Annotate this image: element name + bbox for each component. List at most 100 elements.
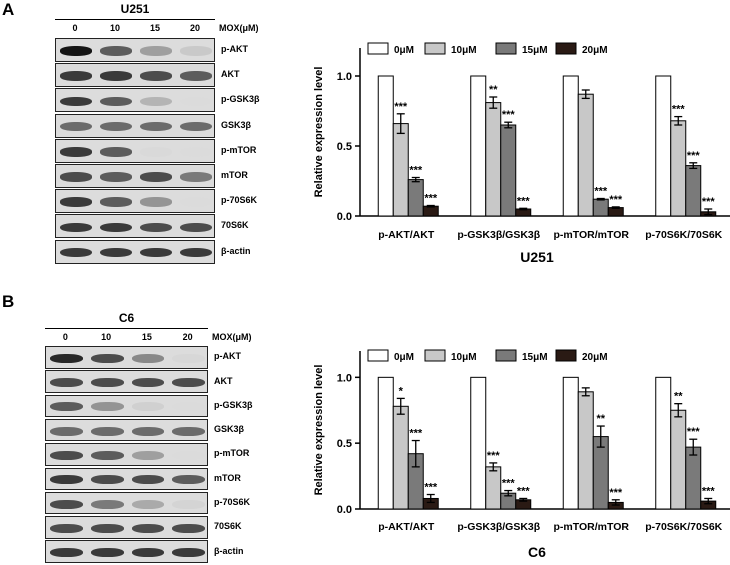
blot-band — [100, 197, 132, 207]
blot-row-label: β-actin — [214, 545, 244, 556]
blot-band — [90, 378, 124, 388]
blot-band — [131, 523, 165, 533]
chart-title: C6 — [528, 544, 546, 560]
significance-label: *** — [424, 193, 438, 205]
bar — [655, 376, 672, 510]
blot-band — [131, 475, 165, 485]
significance-label: *** — [517, 195, 531, 207]
blot-row — [55, 239, 215, 264]
legend-swatch — [424, 349, 446, 362]
dose-label: 15 — [149, 23, 160, 33]
blot-row-label: p-AKT — [214, 351, 241, 362]
significance-label: *** — [702, 485, 716, 497]
legend-label: 10μM — [451, 45, 477, 56]
blot-row-label: AKT — [221, 69, 240, 80]
blot-row — [45, 346, 208, 369]
significance-label: *** — [424, 482, 438, 494]
y-axis-label: Relative expression level — [313, 67, 325, 198]
blot-band — [50, 450, 83, 460]
bar — [670, 120, 687, 217]
significance-label: *** — [409, 428, 423, 440]
blot-band — [180, 97, 212, 107]
blot-band — [50, 402, 83, 412]
blot-band — [60, 197, 92, 207]
blot-row — [45, 443, 208, 466]
blot-row — [55, 38, 215, 62]
dose-label: 0 — [72, 23, 78, 33]
bar — [485, 466, 502, 510]
category-label: p-mTOR/mTOR — [554, 229, 630, 241]
bar — [392, 405, 409, 510]
blot-row-label: p-AKT — [221, 44, 248, 54]
blot-band — [172, 475, 205, 485]
y-tick-label: 0.0 — [337, 211, 352, 223]
blot-band — [172, 426, 205, 436]
blot-band — [60, 172, 92, 182]
blot-band — [180, 197, 212, 207]
blot-band — [180, 46, 212, 56]
blot-band — [131, 402, 165, 412]
blot-band — [60, 146, 92, 157]
blot-row — [45, 491, 208, 515]
y-tick-label: 0.5 — [337, 438, 352, 450]
significance-label: ** — [674, 391, 683, 403]
y-tick-label: 1.0 — [337, 372, 352, 384]
significance-label: *** — [672, 104, 686, 116]
blot-row-label: 70S6K — [214, 521, 242, 532]
blot-row-label: p-mTOR — [214, 448, 250, 459]
category-label: p-AKT/AKT — [378, 229, 435, 241]
blot-row — [55, 138, 215, 163]
blot-band — [131, 499, 165, 509]
blot-row-label: GSK3β — [221, 119, 252, 130]
blot-band — [131, 548, 165, 558]
significance-label: *** — [502, 109, 516, 121]
legend-label: 20μM — [582, 352, 608, 363]
legend-label: 0μM — [394, 352, 414, 363]
blot-band — [50, 523, 83, 533]
blot-band — [90, 499, 124, 509]
blot-row — [45, 370, 208, 393]
legend-swatch — [495, 42, 517, 55]
blot-band — [180, 121, 212, 132]
blot-band — [60, 222, 92, 233]
bar — [685, 446, 702, 510]
blot-row — [55, 164, 215, 188]
category-label: p-70S6K/70S6K — [645, 229, 722, 241]
blot-band — [140, 247, 172, 258]
blot-row-label: p-70S6K — [214, 497, 251, 508]
category-label: p-GSK3β/GSK3β — [457, 521, 540, 533]
blot-band — [140, 222, 172, 233]
blot-band — [140, 96, 172, 107]
dose-label: 15 — [141, 332, 152, 342]
blot-band — [180, 172, 212, 182]
legend-label: 20μM — [582, 45, 608, 56]
y-tick-label: 1.0 — [337, 71, 352, 83]
blot-band — [50, 378, 83, 388]
blot-row — [45, 394, 208, 418]
blot-band — [172, 523, 205, 533]
significance-label: *** — [517, 485, 531, 497]
blot-band — [100, 96, 132, 107]
bar — [422, 205, 439, 217]
significance-label: *** — [409, 165, 423, 177]
category-label: p-AKT/AKT — [378, 521, 435, 533]
blot-row-label: mTOR — [214, 472, 241, 483]
bar — [392, 123, 409, 217]
blot-band — [140, 146, 172, 157]
significance-label: *** — [687, 426, 701, 438]
blot-band — [131, 426, 165, 436]
blot-band — [60, 247, 92, 258]
blot-band — [100, 71, 132, 81]
blot-row-label: p-70S6K — [221, 195, 258, 206]
significance-label: ** — [596, 413, 605, 425]
category-label: p-70S6K/70S6K — [645, 521, 722, 533]
blot-title: C6 — [118, 311, 135, 325]
bar — [377, 376, 394, 510]
blot-row-label: mTOR — [221, 170, 248, 180]
bar — [377, 75, 394, 217]
bar — [470, 75, 487, 217]
dose-label: 10 — [109, 23, 120, 33]
blot-band — [131, 353, 165, 363]
bar — [670, 409, 687, 510]
significance-label: *** — [609, 487, 623, 499]
